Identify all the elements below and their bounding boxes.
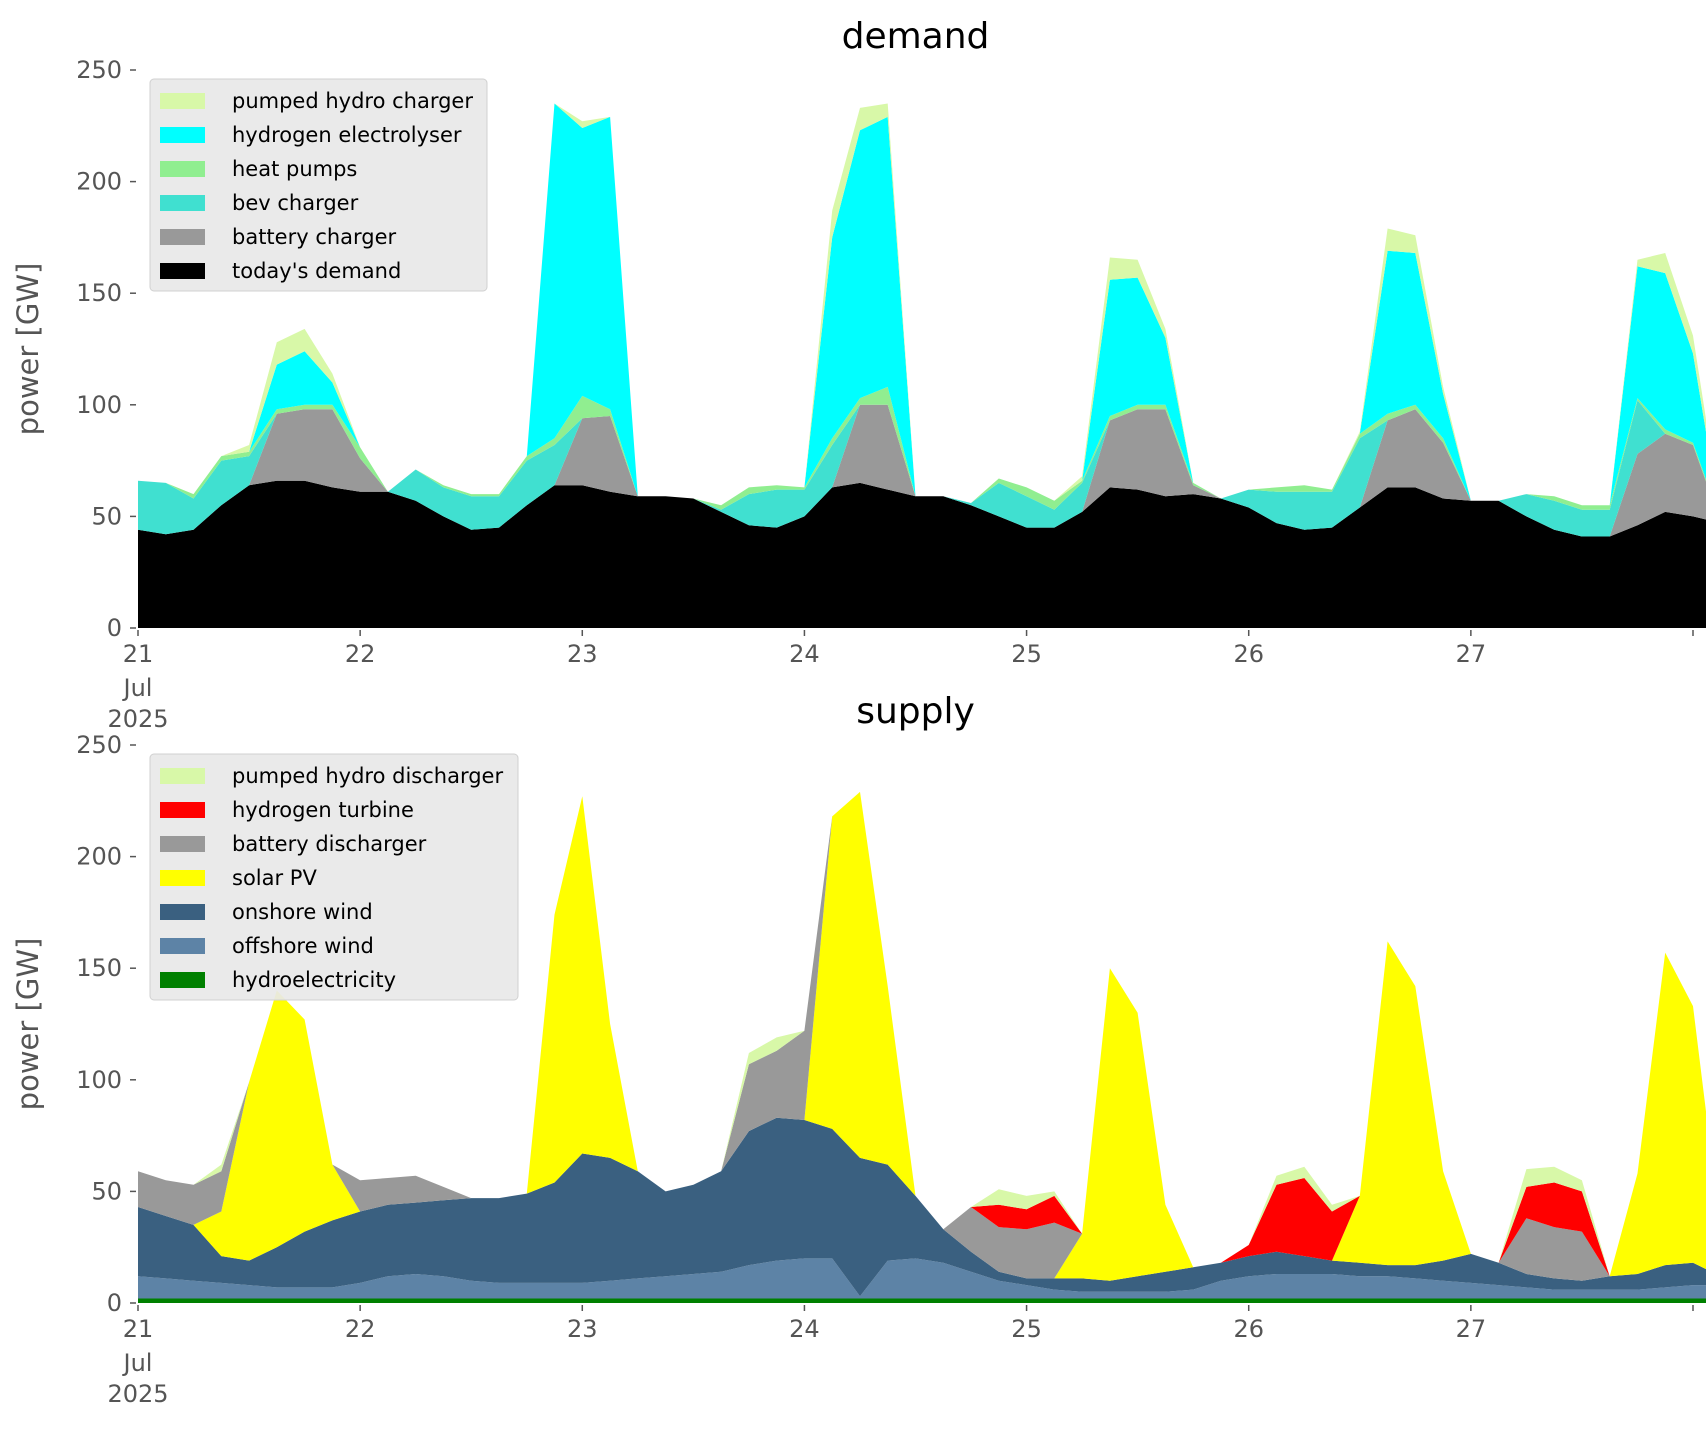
supply-area-solar-pv bbox=[138, 791, 1706, 1281]
demand-y-tick-label: 250 bbox=[76, 56, 122, 84]
demand-legend-swatch bbox=[160, 93, 205, 109]
supply-legend-swatch bbox=[160, 972, 205, 988]
supply-y-tick-label: 100 bbox=[76, 1066, 122, 1094]
demand-area-hydrogen-electrolyser bbox=[138, 103, 1706, 506]
demand-legend-swatch bbox=[160, 195, 205, 211]
demand-area-today-s-demand bbox=[138, 480, 1706, 628]
supply-x-tick-label: 27 bbox=[1456, 1315, 1487, 1343]
supply-legend-swatch bbox=[160, 768, 205, 784]
demand-legend-label: pumped hydro charger bbox=[232, 89, 473, 113]
demand-area-bev-charger bbox=[138, 400, 1706, 537]
supply-legend-swatch bbox=[160, 836, 205, 852]
supply-legend-label: battery discharger bbox=[232, 832, 427, 856]
supply-axes: 0 50 100 150 200 250 21 Jul 2025 22 23 24 25 26 27 bbox=[76, 731, 1694, 1408]
supply-y-tick-label: 150 bbox=[76, 954, 122, 982]
supply-x-tick-sublabel: Jul bbox=[122, 1349, 153, 1377]
demand-x-tick-label: 26 bbox=[1233, 640, 1264, 668]
supply-x-tick-label: 23 bbox=[567, 1315, 598, 1343]
demand-legend-swatch bbox=[160, 161, 205, 177]
supply-y-axis-label: power [GW] bbox=[11, 938, 45, 1111]
supply-legend-swatch bbox=[160, 938, 205, 954]
demand-legend-label: bev charger bbox=[232, 191, 359, 215]
demand-x-tick-sublabel: 2025 bbox=[107, 705, 168, 733]
supply-x-tick-label: 21 bbox=[123, 1315, 154, 1343]
demand-x-tick-label: 22 bbox=[345, 640, 376, 668]
demand-legend-label: battery charger bbox=[232, 225, 397, 249]
supply-x-tick-label: 26 bbox=[1233, 1315, 1264, 1343]
supply-y-tick-label: 50 bbox=[91, 1177, 122, 1205]
demand-legend-swatch bbox=[160, 229, 205, 245]
supply-legend: pumped hydro discharger hydrogen turbine b… bbox=[149, 753, 519, 1001]
demand-x-tick-sublabel: Jul bbox=[122, 674, 153, 702]
supply-legend-label: hydrogen turbine bbox=[232, 798, 414, 822]
demand-x-tick-label: 24 bbox=[789, 640, 820, 668]
supply-area-offshore-wind bbox=[138, 1258, 1706, 1299]
supply-x-tick-sublabel: 2025 bbox=[107, 1380, 168, 1408]
demand-axes: 0 50 100 150 200 250 21 Jul 2025 22 23 24 25 26 27 bbox=[76, 56, 1694, 733]
supply-area-hydroelectricity bbox=[138, 1298, 1706, 1303]
demand-legend-label: hydrogen electrolyser bbox=[232, 123, 462, 147]
demand-legend-label: heat pumps bbox=[232, 157, 357, 181]
supply-legend-label: pumped hydro discharger bbox=[232, 764, 503, 788]
supply-legend-swatch bbox=[160, 802, 205, 818]
supply-legend-label: offshore wind bbox=[232, 934, 374, 958]
demand-area-battery-charger bbox=[138, 404, 1706, 537]
demand-y-tick-label: 200 bbox=[76, 168, 122, 196]
demand-y-axis-label: power [GW] bbox=[11, 263, 45, 436]
supply-y-tick-label: 200 bbox=[76, 843, 122, 871]
demand-legend-swatch bbox=[160, 263, 205, 279]
demand-y-tick-label: 50 bbox=[91, 502, 122, 530]
demand-legend-label: today's demand bbox=[232, 259, 401, 283]
demand-chart: demand power [GW] 0 50 100 150 200 250 21 Jul 20… bbox=[11, 16, 1706, 733]
demand-x-tick-label: 27 bbox=[1456, 640, 1487, 668]
supply-chart: supply power [GW] 0 50 100 150 200 250 21 Jul 20… bbox=[11, 691, 1706, 1408]
demand-y-tick-label: 0 bbox=[107, 614, 122, 642]
supply-legend-label: hydroelectricity bbox=[232, 968, 396, 992]
demand-legend: pumped hydro charger hydrogen electrolyse… bbox=[149, 78, 488, 292]
demand-area-layers bbox=[138, 103, 1706, 628]
supply-x-tick-label: 25 bbox=[1011, 1315, 1042, 1343]
demand-area-heat-pumps bbox=[138, 386, 1706, 510]
supply-x-tick-label: 22 bbox=[345, 1315, 376, 1343]
supply-chart-title: supply bbox=[856, 691, 975, 732]
supply-area-battery-discharger bbox=[138, 791, 1706, 1281]
supply-y-tick-label: 0 bbox=[107, 1289, 122, 1317]
demand-y-tick-label: 100 bbox=[76, 391, 122, 419]
demand-legend-swatch bbox=[160, 127, 205, 143]
supply-x-tick-label: 24 bbox=[789, 1315, 820, 1343]
supply-legend-box bbox=[149, 753, 519, 1001]
demand-x-tick-label: 23 bbox=[567, 640, 598, 668]
demand-x-tick-label: 21 bbox=[123, 640, 154, 668]
demand-legend-box bbox=[149, 78, 488, 292]
supply-legend-label: onshore wind bbox=[232, 900, 373, 924]
supply-area-onshore-wind bbox=[138, 1117, 1706, 1297]
supply-legend-swatch bbox=[160, 870, 205, 886]
supply-legend-swatch bbox=[160, 904, 205, 920]
demand-y-tick-label: 150 bbox=[76, 279, 122, 307]
demand-chart-title: demand bbox=[842, 16, 990, 57]
supply-legend-label: solar PV bbox=[232, 866, 317, 890]
demand-x-tick-label: 25 bbox=[1011, 640, 1042, 668]
supply-area-layers bbox=[138, 791, 1706, 1303]
supply-y-tick-label: 250 bbox=[76, 731, 122, 759]
